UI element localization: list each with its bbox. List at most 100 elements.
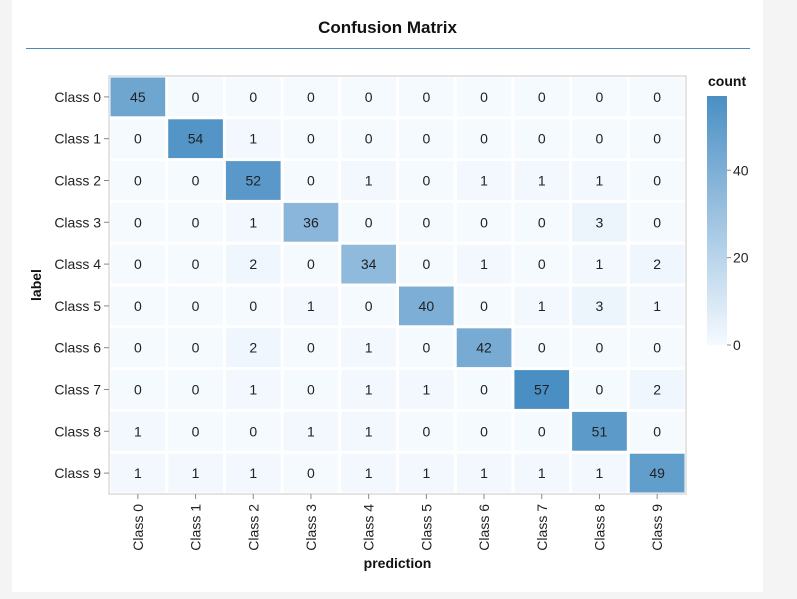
cell-value-label: 0 [653,340,661,356]
cell-value-label: 0 [307,173,315,189]
cell-value-label: 0 [192,423,200,439]
heatmap-cell [456,161,512,200]
x-tick-label: Class 4 [361,504,377,551]
heatmap-cell [225,453,281,493]
cell-value-label: 0 [307,89,315,105]
heatmap-cell [572,244,627,284]
cell-value-label: 0 [134,173,142,189]
cell-value-label: 0 [192,382,200,398]
heatmap-cell [456,328,512,368]
cell-value-label: 1 [249,131,257,147]
cell-value-label: 1 [249,465,257,481]
heatmap-cell [110,453,166,493]
legend-title: count [708,73,746,89]
cell-value-label: 0 [480,89,488,105]
cell-value-label: 0 [538,423,546,439]
cell-value-label: 1 [596,256,604,272]
cell-value-label: 0 [480,214,488,230]
heatmap-cell [456,202,512,242]
cell-value-label: 1 [538,173,546,189]
cell-value-label: 42 [476,340,492,356]
y-tick-label: Class 7 [54,382,101,398]
cell-value-label: 40 [419,298,435,314]
heatmap-cell [283,328,339,368]
heatmap-cell [399,286,454,326]
heatmap-cell [456,370,512,409]
cell-value-label: 1 [596,173,604,189]
x-tick-label: Class 0 [130,504,146,551]
heatmap-cell [399,202,454,242]
heatmap-cell [168,77,223,117]
cell-value-label: 0 [538,89,546,105]
heatmap-cell [283,370,339,409]
cell-value-label: 0 [480,382,488,398]
heatmap-cell [514,453,570,493]
cell-value-label: 0 [134,298,142,314]
heatmap-cell [456,77,512,117]
heatmap-cell [399,244,454,284]
heatmap-cell [572,370,627,409]
heatmap-cell [341,411,396,451]
cell-value-label: 0 [134,214,142,230]
heatmap-cell [168,244,223,284]
heatmap-cell [399,453,454,493]
cell-value-label: 0 [422,340,430,356]
heatmap-cell [572,328,627,368]
cell-value-label: 1 [480,465,488,481]
cell-value-label: 0 [480,131,488,147]
cell-value-label: 45 [130,89,146,105]
heatmap-cell [456,244,512,284]
heatmap-cell [399,119,454,159]
cell-value-label: 0 [307,382,315,398]
x-tick-label: Class 5 [418,504,434,551]
cell-value-label: 1 [365,173,373,189]
y-tick-label: Class 1 [54,131,101,147]
title-divider [26,48,750,49]
cell-value-label: 52 [245,173,261,189]
cell-value-label: 1 [538,465,546,481]
heatmap-cell [572,119,627,159]
cell-value-label: 2 [653,382,661,398]
cell-value-label: 0 [653,214,661,230]
cell-value-label: 0 [249,423,257,439]
heatmap-cell [456,119,512,159]
cell-value-label: 36 [303,214,319,230]
heatmap-cell [514,119,570,159]
heatmap-cell [168,328,223,368]
heatmap-cell [168,286,223,326]
cell-value-label: 0 [422,214,430,230]
heatmap-cell [629,161,685,200]
x-tick-label: Class 3 [303,504,319,551]
cell-value-label: 0 [307,465,315,481]
cell-value-label: 2 [249,340,257,356]
heatmap-cell [168,411,223,451]
cell-value-label: 1 [249,382,257,398]
x-tick-label: Class 7 [534,504,550,551]
cell-value-label: 0 [134,256,142,272]
heatmap-cell [514,286,570,326]
heatmap-cell [225,370,281,409]
heatmap-cell [629,77,685,117]
cell-value-label: 1 [480,256,488,272]
x-tick-label: Class 1 [188,504,204,551]
heatmap-cell [341,244,396,284]
cell-value-label: 0 [249,89,257,105]
cell-value-label: 0 [422,173,430,189]
heatmap-cell [110,202,166,242]
cell-value-label: 1 [365,382,373,398]
cell-value-label: 1 [134,465,142,481]
heatmap-cell [341,286,396,326]
cell-value-label: 0 [653,173,661,189]
heatmap-cell [168,119,223,159]
cell-value-label: 0 [192,256,200,272]
heatmap-cell [514,77,570,117]
cell-value-label: 1 [365,340,373,356]
cell-value-label: 0 [365,131,373,147]
heatmap-cell [629,370,685,409]
heatmap-cell [283,77,339,117]
heatmap-cell [629,328,685,368]
x-tick-label: Class 9 [649,504,665,551]
heatmap-cell [225,286,281,326]
cell-value-label: 0 [192,214,200,230]
cell-value-label: 1 [249,214,257,230]
